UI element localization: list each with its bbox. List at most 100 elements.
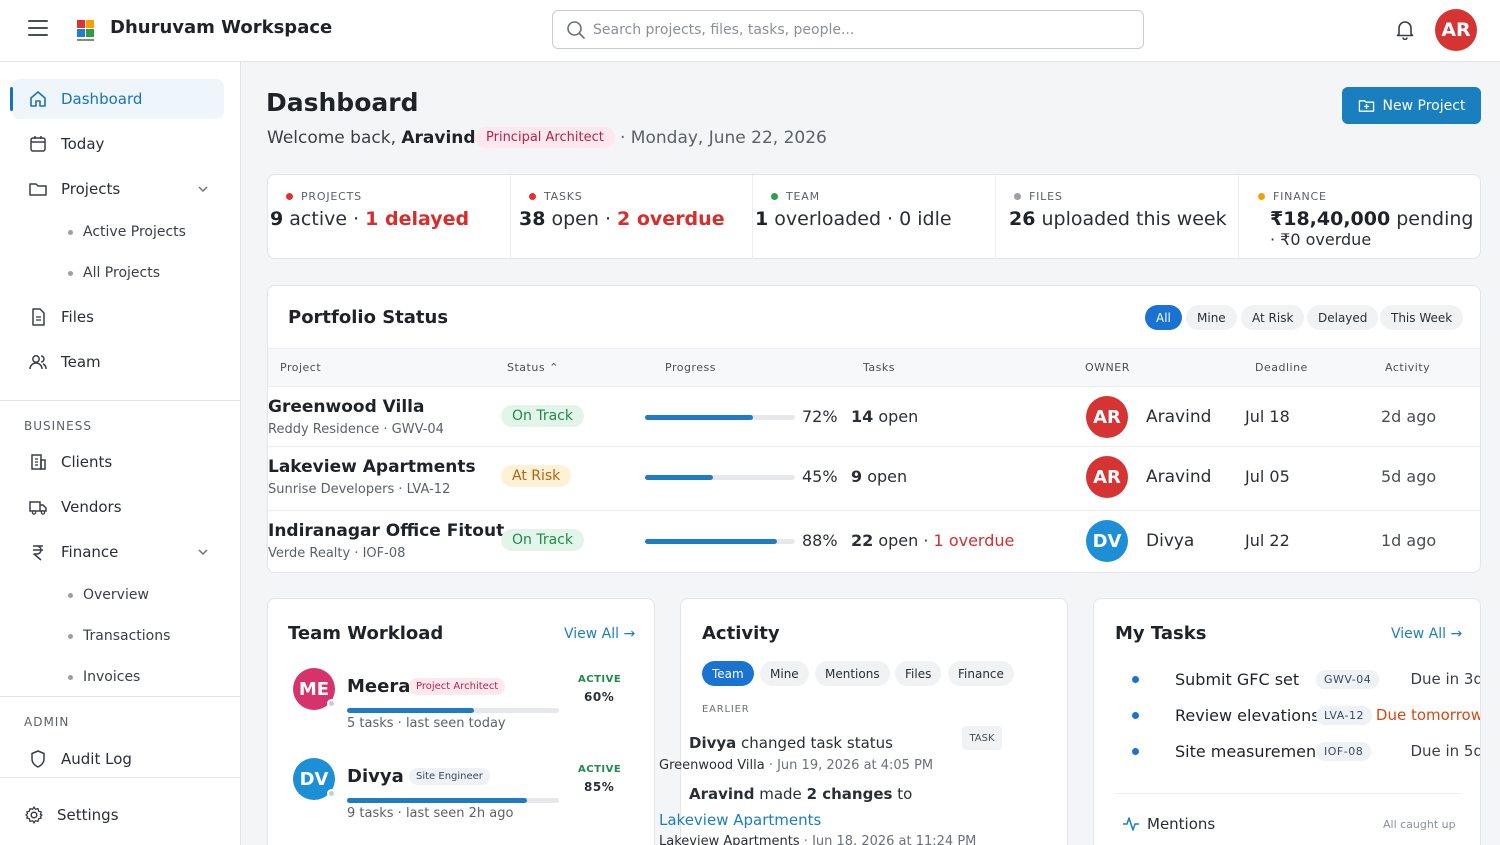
status-dot xyxy=(529,193,536,200)
activity-pulse-icon xyxy=(1123,817,1139,831)
member-name[interactable]: Meera xyxy=(347,676,411,697)
avatar: AR xyxy=(1086,396,1128,438)
chevron-down-icon xyxy=(198,186,208,193)
workload-fill xyxy=(347,798,528,803)
avatar-initials: ME xyxy=(298,678,330,700)
search-input[interactable] xyxy=(593,19,1133,41)
sidebar-item-settings[interactable]: Settings xyxy=(8,795,220,835)
status-dot xyxy=(771,193,778,200)
table-row[interactable]: Greenwood Villa Reddy Residence · GWV-04… xyxy=(268,386,1480,445)
sidebar-subitem-active-projects[interactable]: Active Projects xyxy=(68,224,186,240)
column-header-status[interactable]: Status ⌃ xyxy=(507,361,559,374)
kpi-projects[interactable]: PROJECTS 9 active · 1 delayed xyxy=(268,175,511,260)
sidebar-item-label: Files xyxy=(61,308,94,326)
sidebar-item-label: Projects xyxy=(61,180,121,198)
kpi-team[interactable]: TEAM 1 overloaded · 0 idle xyxy=(753,175,996,260)
workload-view-all-link[interactable]: View All → xyxy=(564,626,636,642)
activity-project-link[interactable]: Lakeview Apartments xyxy=(659,811,822,829)
activity-tab-finance[interactable]: Finance xyxy=(948,661,1014,686)
sidebar-subitem-overview[interactable]: Overview xyxy=(68,587,149,603)
presence-dot xyxy=(327,789,336,798)
column-header-owner[interactable]: OWNER xyxy=(1085,361,1130,374)
truck-icon xyxy=(29,501,47,515)
project-name[interactable]: Lakeview Apartments xyxy=(268,457,476,477)
project-client: Sunrise Developers · LVA-12 xyxy=(268,482,451,497)
column-header-activity[interactable]: Activity xyxy=(1385,361,1431,374)
sidebar-item-today[interactable]: Today xyxy=(12,124,224,164)
sidebar-item-vendors[interactable]: Vendors xyxy=(12,487,224,527)
last-activity: 5d ago xyxy=(1381,467,1437,486)
column-header-project[interactable]: Project xyxy=(280,361,322,374)
menu-icon[interactable] xyxy=(28,20,48,38)
filter-at-risk[interactable]: At Risk xyxy=(1241,305,1305,330)
status-badge: On Track xyxy=(501,529,584,551)
sidebar-subitem-transactions[interactable]: Transactions xyxy=(68,628,170,644)
sidebar-item-audit-log[interactable]: Audit Log xyxy=(12,739,224,779)
activity-tab-team[interactable]: Team xyxy=(702,661,754,686)
table-row[interactable]: Lakeview Apartments Sunrise Developers ·… xyxy=(268,446,1480,505)
kpi-tasks[interactable]: TASKS 38 open · 2 overdue xyxy=(511,175,753,260)
activity-entry[interactable]: Aravind made 2 changes to xyxy=(689,785,912,803)
table-row[interactable]: Indiranagar Office Fitout Verde Realty ·… xyxy=(268,510,1480,569)
new-project-button[interactable]: New Project xyxy=(1342,87,1481,124)
member-role: Project Architect xyxy=(409,678,506,695)
column-header-deadline[interactable]: Deadline xyxy=(1255,361,1308,374)
task-name[interactable]: Site measurement xyxy=(1175,742,1323,761)
sidebar-subitem-all-projects[interactable]: All Projects xyxy=(68,265,160,281)
member-meta: 5 tasks · last seen today xyxy=(347,716,506,731)
activity-meta: Greenwood Villa · Jun 19, 2026 at 4:05 P… xyxy=(659,758,933,773)
progress-bar xyxy=(645,475,795,480)
new-project-label: New Project xyxy=(1382,97,1466,114)
open-count: 22 xyxy=(851,531,874,550)
sidebar-item-projects[interactable]: Projects xyxy=(12,169,224,209)
member-name[interactable]: Divya xyxy=(347,766,404,787)
sidebar-item-files[interactable]: Files xyxy=(12,297,224,337)
activity-project: Greenwood Villa xyxy=(659,758,765,773)
sidebar-item-clients[interactable]: Clients xyxy=(12,442,224,482)
task-name[interactable]: Review elevations xyxy=(1175,706,1320,725)
kpi-finance[interactable]: FINANCE ₹18,40,000 pending · ₹0 overdue xyxy=(1239,175,1480,260)
welcome-name: Aravind. xyxy=(401,128,483,148)
member-state: ACTIVE xyxy=(578,764,622,775)
column-header-progress[interactable]: Progress xyxy=(665,361,716,374)
member-meta: 9 tasks · last seen 2h ago xyxy=(347,806,514,821)
kpi-text: pending xyxy=(1390,208,1474,230)
activity-entry[interactable]: Divya changed task status xyxy=(689,734,893,752)
sidebar-item-dashboard[interactable]: Dashboard xyxy=(10,79,224,119)
sidebar-item-team[interactable]: Team xyxy=(12,342,224,382)
filter-mine[interactable]: Mine xyxy=(1186,305,1237,330)
filter-all[interactable]: All xyxy=(1145,305,1182,330)
filter-delayed[interactable]: Delayed xyxy=(1307,305,1379,330)
filter-this-week[interactable]: This Week xyxy=(1380,305,1464,330)
user-avatar[interactable]: AR xyxy=(1435,9,1477,51)
column-header-tasks[interactable]: Tasks xyxy=(863,361,895,374)
task-name[interactable]: Submit GFC set xyxy=(1175,670,1300,689)
mentions-label[interactable]: Mentions xyxy=(1147,815,1216,833)
activity-tab-files[interactable]: Files xyxy=(895,661,942,686)
open-label: open · xyxy=(873,531,934,550)
owner-name: Aravind xyxy=(1146,467,1212,487)
last-activity: 1d ago xyxy=(1381,531,1437,550)
activity-time: · Jun 19, 2026 at 4:05 PM xyxy=(764,758,934,773)
activity-card: Activity Team Mine Mentions Files Financ… xyxy=(680,598,1068,845)
deadline: Jul 05 xyxy=(1245,467,1290,486)
kpi-files[interactable]: FILES 26 uploaded this week xyxy=(996,175,1239,260)
sidebar-item-finance[interactable]: Finance xyxy=(12,532,224,572)
activity-tab-mentions[interactable]: Mentions xyxy=(815,661,890,686)
my-tasks-view-all-link[interactable]: View All → xyxy=(1391,626,1463,642)
project-name[interactable]: Greenwood Villa xyxy=(268,397,425,417)
search-box[interactable] xyxy=(552,10,1144,49)
kpi-number: 26 xyxy=(1009,208,1036,230)
activity-tab-mine[interactable]: Mine xyxy=(760,661,809,686)
mentions-status: All caught up xyxy=(1383,818,1456,831)
project-name[interactable]: Indiranagar Office Fitout xyxy=(268,521,505,541)
bell-icon[interactable] xyxy=(1394,18,1416,40)
status-badge: At Risk xyxy=(501,465,572,487)
avatar-initials: DV xyxy=(299,768,329,790)
progress-bar xyxy=(645,539,795,544)
task-tag: TASK xyxy=(962,726,1002,750)
sidebar-subitem-invoices[interactable]: Invoices xyxy=(68,669,140,685)
kpi-label: TEAM xyxy=(786,190,820,203)
my-tasks-title: My Tasks xyxy=(1115,623,1207,644)
progress-percent: 72% xyxy=(802,407,838,426)
